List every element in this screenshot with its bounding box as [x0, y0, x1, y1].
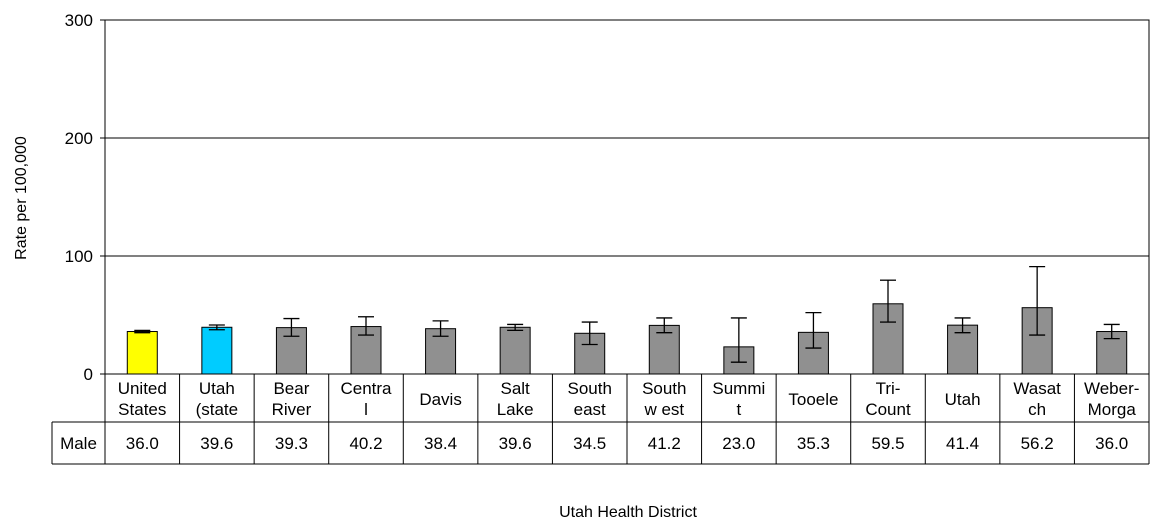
category-label: Bear River	[272, 379, 312, 419]
y-axis: 0 100 200 300	[65, 11, 105, 384]
x-axis-title: Utah Health District	[559, 504, 697, 521]
category-label: Summi t	[712, 379, 765, 419]
bar	[648, 324, 680, 375]
data-table: United States Utah (state Bear River Centra l Da…	[51, 374, 1150, 465]
category-label: South east	[567, 379, 611, 419]
data-label: 36.0	[1095, 434, 1128, 453]
gridlines	[105, 137, 1149, 257]
data-label: 39.3	[275, 434, 308, 453]
data-label: 36.0	[126, 434, 159, 453]
plot-area	[104, 19, 1150, 375]
series-label: Male	[60, 434, 97, 453]
category-label: Centra l	[340, 379, 392, 419]
category-label: Wasat ch	[1013, 379, 1061, 419]
category-label: Tri-Count	[865, 379, 911, 419]
data-label: 40.2	[349, 434, 382, 453]
category-label: Utah (state	[196, 379, 239, 419]
category-label: Utah	[945, 390, 981, 409]
y-tick-label: 100	[65, 247, 93, 266]
y-tick-label: 200	[65, 129, 93, 148]
data-label: 38.4	[424, 434, 457, 453]
data-label: 39.6	[499, 434, 532, 453]
category-label: Salt Lake	[497, 379, 534, 419]
data-label: 59.5	[871, 434, 904, 453]
data-label: 41.2	[648, 434, 681, 453]
category-label: United States	[118, 379, 167, 419]
data-label: 56.2	[1021, 434, 1054, 453]
data-label: 34.5	[573, 434, 606, 453]
category-label: Davis	[419, 390, 462, 409]
bar	[499, 326, 531, 375]
bar	[201, 326, 233, 375]
data-label: 39.6	[200, 434, 233, 453]
error-bars	[134, 265, 1120, 363]
category-label: Weber-Morga	[1084, 379, 1139, 419]
y-axis-title: Rate per 100,000	[13, 136, 30, 260]
data-label: 23.0	[722, 434, 755, 453]
data-label: 35.3	[797, 434, 830, 453]
data-label: 41.4	[946, 434, 979, 453]
y-tick-label: 0	[84, 365, 93, 384]
y-tick-label: 300	[65, 11, 93, 30]
category-label: South w est	[642, 379, 686, 419]
category-label: Tooele	[788, 390, 838, 409]
bar	[126, 331, 158, 375]
